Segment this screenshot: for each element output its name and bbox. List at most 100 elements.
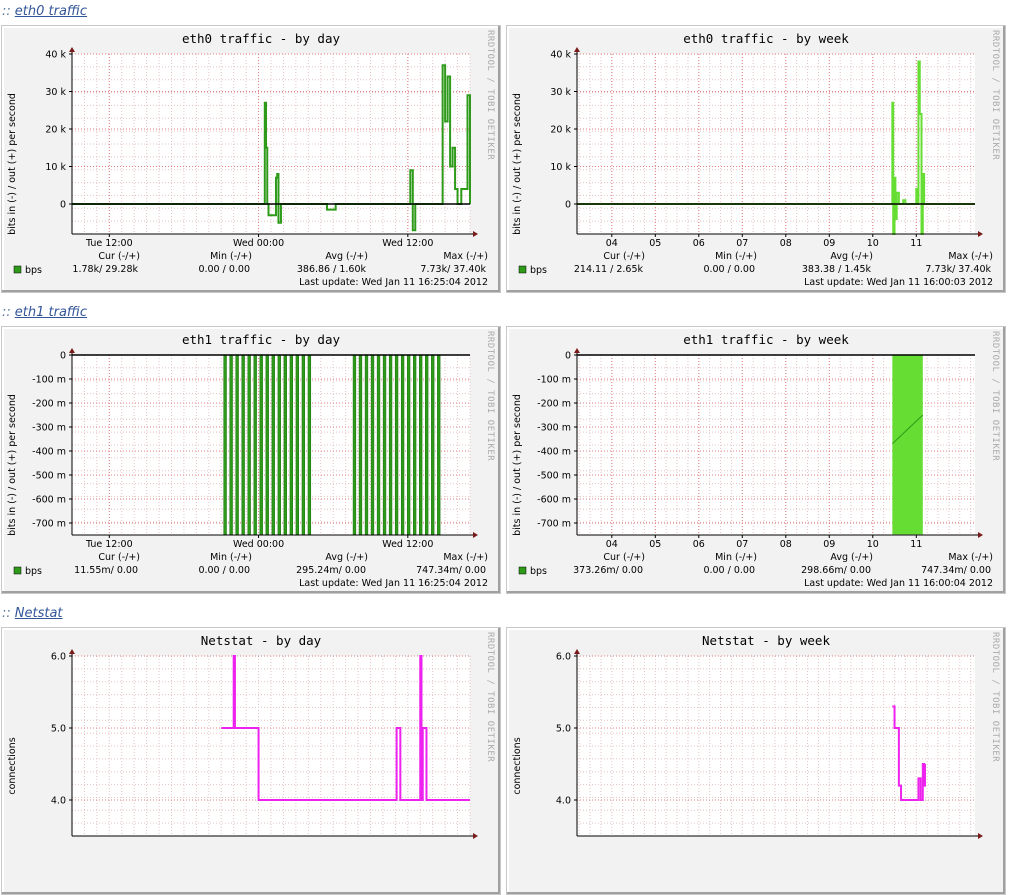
stats-header: Cur (-/+) (98, 251, 140, 262)
area-spike (283, 354, 287, 535)
stats-value: 298.66m/ 0.00 (801, 565, 871, 576)
x-tick-label: 07 (736, 539, 748, 550)
area-spike (352, 354, 357, 535)
y-tick-label: -100 m (537, 375, 571, 386)
area-spike (376, 354, 381, 535)
legend-swatch (518, 566, 527, 575)
area-spike (265, 354, 269, 535)
chart-svg: Netstat - by day RRDTOOL / TOBI OETIKER co… (7, 632, 495, 839)
stats-header: Min (-/+) (715, 251, 757, 262)
graph-eth1-day[interactable]: eth1 traffic - by day RRDTOOL / TOBI OETI… (1, 326, 501, 594)
graph-eth0-week[interactable]: eth0 traffic - by week RRDTOOL / TOBI OET… (506, 25, 1006, 293)
last-update: Last update: Wed Jan 11 16:00:04 2012 (804, 578, 993, 589)
stats-value: 747.34m/ 0.00 (921, 565, 991, 576)
legend-swatch (13, 265, 22, 274)
y-tick-label: 5.0 (51, 724, 66, 735)
area-spike (223, 354, 227, 535)
y-tick-label: 6.0 (556, 652, 571, 663)
chart-title: eth1 traffic - by day (182, 332, 341, 347)
netstat-link[interactable]: Netstat (14, 606, 63, 621)
y-axis-arrow (574, 47, 580, 52)
y-axis-arrow (69, 348, 75, 353)
graph-netstat-day[interactable]: Netstat - by day RRDTOOL / TOBI OETIKER co… (1, 627, 501, 895)
stats-value: 747.34m/ 0.00 (416, 565, 486, 576)
area-spike (437, 354, 441, 535)
area-spike (382, 354, 387, 535)
stats-value: 7.73k/ 37.40k (925, 264, 991, 275)
y-tick-label: -400 m (32, 447, 66, 458)
y-tick-label: -500 m (32, 471, 66, 482)
rrdtool-watermark: RRDTOOL / TOBI OETIKER (990, 30, 1000, 160)
y-axis-label: connections (7, 737, 18, 794)
chart-svg: Netstat - by week RRDTOOL / TOBI OETIKER c… (512, 632, 1000, 839)
y-tick-label: 0 (60, 351, 66, 362)
avg-line (892, 414, 924, 445)
y-tick-label: -500 m (537, 471, 571, 482)
y-tick-label: -100 m (32, 375, 66, 386)
stats-value: 295.24m/ 0.00 (296, 565, 366, 576)
stats-header: Cur (-/+) (603, 251, 645, 262)
y-tick-label: 10 k (45, 162, 66, 173)
stats-header: Avg (-/+) (830, 552, 873, 563)
x-tick-label: 10 (867, 539, 879, 550)
area-spike (253, 354, 257, 535)
area-spike (289, 354, 293, 535)
stats-value: 386.86 / 1.60k (297, 264, 367, 275)
eth1-traffic-link[interactable]: eth1 traffic (14, 305, 88, 320)
y-tick-label: 4.0 (51, 796, 66, 807)
y-tick-label: -200 m (32, 399, 66, 410)
x-tick-label: 08 (780, 539, 792, 550)
stats-header: Min (-/+) (210, 251, 252, 262)
graph-eth1-week[interactable]: eth1 traffic - by week RRDTOOL / TOBI OET… (506, 326, 1006, 594)
x-tick-label: 05 (649, 539, 661, 550)
eth0-traffic-link[interactable]: eth0 traffic (14, 4, 88, 19)
y-tick-label: -600 m (537, 495, 571, 506)
legend-label: bps (530, 265, 547, 276)
area-spike (358, 354, 363, 535)
y-tick-label: 6.0 (51, 652, 66, 663)
area-spike (370, 354, 375, 535)
x-tick-label: Wed 00:00 (233, 238, 284, 249)
rrdtool-watermark: RRDTOOL / TOBI OETIKER (485, 30, 495, 160)
x-tick-label: 06 (693, 539, 705, 550)
x-tick-label: 11 (910, 238, 922, 249)
section-title-eth1: :: eth1 traffic (2, 305, 87, 320)
x-axis-arrow (473, 532, 478, 538)
area-spike (277, 354, 281, 535)
x-tick-label: 04 (606, 539, 618, 550)
y-axis-arrow (574, 649, 580, 654)
x-tick-label: 09 (823, 539, 835, 550)
x-tick-label: 06 (693, 238, 705, 249)
area-spike (235, 354, 239, 535)
graph-eth0-day[interactable]: eth0 traffic - by day RRDTOOL / TOBI OETI… (1, 25, 501, 293)
stats-header: Cur (-/+) (98, 552, 140, 563)
y-axis-label: bits in (-) / out (+) per second (7, 394, 18, 536)
section-title-netstat: :: Netstat (2, 606, 63, 621)
rrdtool-watermark: RRDTOOL / TOBI OETIKER (485, 632, 495, 762)
x-tick-label: 07 (736, 238, 748, 249)
section-prefix: :: (2, 606, 11, 621)
chart-title: eth0 traffic - by week (683, 31, 849, 46)
graph-netstat-week[interactable]: Netstat - by week RRDTOOL / TOBI OETIKER c… (506, 627, 1006, 895)
stats-header: Min (-/+) (715, 552, 757, 563)
y-tick-label: 20 k (550, 125, 571, 136)
stats-value: 0.00 / 0.00 (198, 565, 250, 576)
y-tick-label: 4.0 (556, 796, 571, 807)
legend-swatch (13, 566, 22, 575)
y-tick-label: -600 m (32, 495, 66, 506)
stats-value: 373.26m/ 0.00 (573, 565, 643, 576)
y-tick-label: 40 k (550, 50, 571, 61)
y-axis-label: bits in (-) / out (+) per second (512, 93, 523, 235)
stats-header: Max (-/+) (948, 552, 993, 563)
chart-svg: eth1 traffic - by week RRDTOOL / TOBI OET… (512, 331, 1000, 589)
stats-value: 11.55m/ 0.00 (74, 565, 138, 576)
x-axis-arrow (473, 231, 478, 237)
x-axis-arrow (978, 532, 983, 538)
y-axis-label: bits in (-) / out (+) per second (512, 394, 523, 536)
y-tick-label: -700 m (32, 519, 66, 530)
area-spike (394, 354, 399, 535)
area-spike (412, 354, 417, 535)
area-spike (425, 354, 429, 535)
y-tick-label: 0 (60, 200, 66, 211)
x-tick-label: 05 (649, 238, 661, 249)
